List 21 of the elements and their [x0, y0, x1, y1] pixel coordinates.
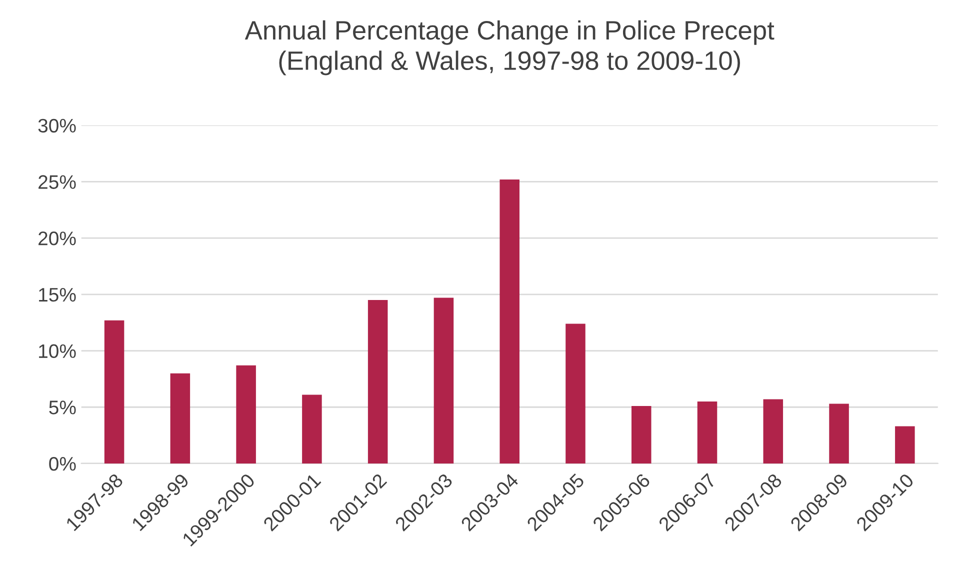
y-tick-label: 10%	[39, 344, 76, 358]
bar	[368, 300, 388, 464]
bar	[170, 373, 190, 464]
bar	[631, 406, 652, 464]
bar	[829, 404, 849, 464]
y-tick-label: 5%	[49, 400, 76, 414]
bar	[895, 426, 915, 464]
bar	[434, 298, 454, 464]
bar	[302, 394, 322, 464]
bar	[763, 399, 784, 464]
y-tick-label: 0%	[49, 456, 76, 471]
y-tick-label: 15%	[39, 288, 76, 302]
bar	[566, 324, 586, 464]
y-tick-label: 30%	[38, 118, 76, 133]
y-tick-label: 25%	[38, 175, 76, 189]
bar	[500, 179, 520, 464]
y-tick-label: 20%	[38, 232, 76, 246]
bar	[236, 365, 256, 464]
bar	[104, 320, 124, 464]
chart-title: Annual Percentage Change in Police Precept (England & Wales, 1997-98 to 2009-10)	[244, 20, 774, 76]
bar	[697, 401, 718, 464]
